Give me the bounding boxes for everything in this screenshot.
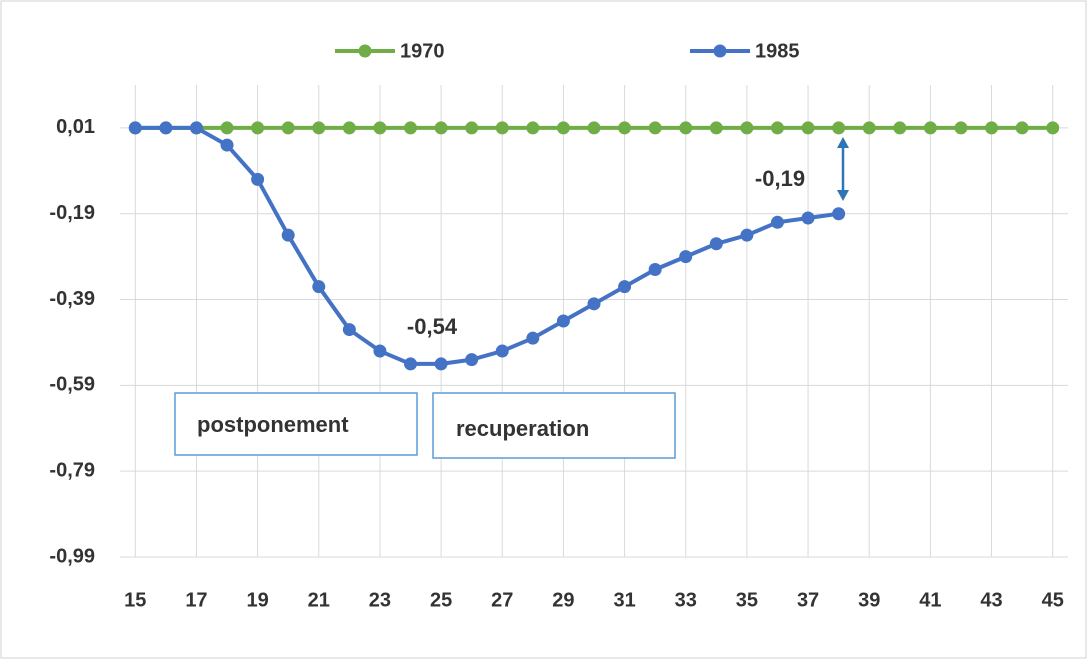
series-marker [312,280,326,294]
x-tick-label: 43 [980,589,1002,611]
series-marker [281,228,295,242]
series-marker [220,138,234,152]
series-marker [985,121,999,135]
series-marker [1015,121,1029,135]
annotation-box [174,392,418,456]
y-tick-label: -0,99 [49,545,95,567]
series-marker [587,121,601,135]
annotation: recuperation [456,416,589,441]
series-marker [251,172,265,186]
series-marker [648,263,662,277]
series-marker [587,297,601,311]
series-marker [526,331,540,345]
x-tick-label: 41 [919,589,941,611]
series-marker [923,121,937,135]
annotation: -0,19 [755,166,805,191]
series-marker [342,121,356,135]
x-tick-label: 19 [246,589,268,611]
series-marker [465,121,479,135]
y-tick-label: -0,39 [49,288,95,310]
series-marker [893,121,907,135]
series-marker [709,237,723,251]
series-marker [648,121,662,135]
series-marker [404,121,418,135]
series-marker [770,121,784,135]
series-marker [556,314,570,328]
annotation-box [432,392,676,459]
x-tick-label: 29 [552,589,574,611]
y-tick-label: -0,59 [49,374,95,396]
series-marker [832,121,846,135]
legend-label: 1970 [400,40,445,62]
series-marker [159,121,173,135]
series-marker [281,121,295,135]
series-marker [832,207,846,221]
legend-marker [358,44,372,58]
series-marker [220,121,234,135]
series-marker [801,211,815,225]
series-marker [373,344,387,358]
legend-label: 1985 [755,40,800,62]
series-marker [740,121,754,135]
y-tick-label: 0,01 [56,116,95,138]
y-tick-label: -0,19 [49,202,95,224]
x-tick-label: 35 [736,589,758,611]
x-tick-label: 23 [369,589,391,611]
series-marker [189,121,203,135]
x-tick-label: 17 [185,589,207,611]
x-tick-label: 27 [491,589,513,611]
series-marker [770,215,784,229]
series-marker [342,323,356,337]
x-tick-label: 33 [675,589,697,611]
series-marker [709,121,723,135]
series-marker [801,121,815,135]
series-marker [312,121,326,135]
series-marker [465,353,479,367]
series-marker [404,357,418,371]
series-marker [618,280,632,294]
series-marker [679,121,693,135]
annotation: postponement [197,412,349,437]
series-marker [740,228,754,242]
annotation: -0,54 [407,314,458,339]
series-marker [434,121,448,135]
x-tick-label: 39 [858,589,880,611]
series-marker [495,121,509,135]
series-marker [618,121,632,135]
series-marker [1046,121,1060,135]
series-marker [251,121,265,135]
x-tick-label: 45 [1042,589,1064,611]
series-marker [495,344,509,358]
series-marker [862,121,876,135]
series-marker [434,357,448,371]
y-tick-label: -0,79 [49,459,95,481]
series-marker [556,121,570,135]
legend-marker [713,44,727,58]
x-tick-label: 25 [430,589,452,611]
series-marker [954,121,968,135]
x-tick-label: 31 [613,589,635,611]
series-marker [679,250,693,264]
x-tick-label: 37 [797,589,819,611]
series-marker [128,121,142,135]
series-marker [526,121,540,135]
x-tick-label: 15 [124,589,146,611]
series-marker [373,121,387,135]
x-tick-label: 21 [308,589,330,611]
